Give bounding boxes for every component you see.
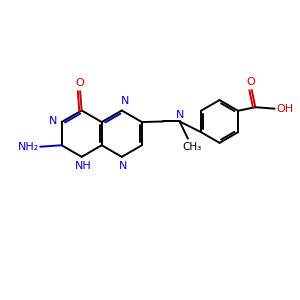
Text: NH: NH <box>75 161 92 171</box>
Text: OH: OH <box>277 104 294 114</box>
Text: O: O <box>246 77 255 87</box>
Text: N: N <box>121 96 129 106</box>
Text: N: N <box>119 161 128 171</box>
Text: N: N <box>176 110 184 120</box>
Text: N: N <box>49 116 57 126</box>
Text: NH₂: NH₂ <box>18 142 40 152</box>
Text: O: O <box>76 78 85 88</box>
Text: CH₃: CH₃ <box>182 142 201 152</box>
